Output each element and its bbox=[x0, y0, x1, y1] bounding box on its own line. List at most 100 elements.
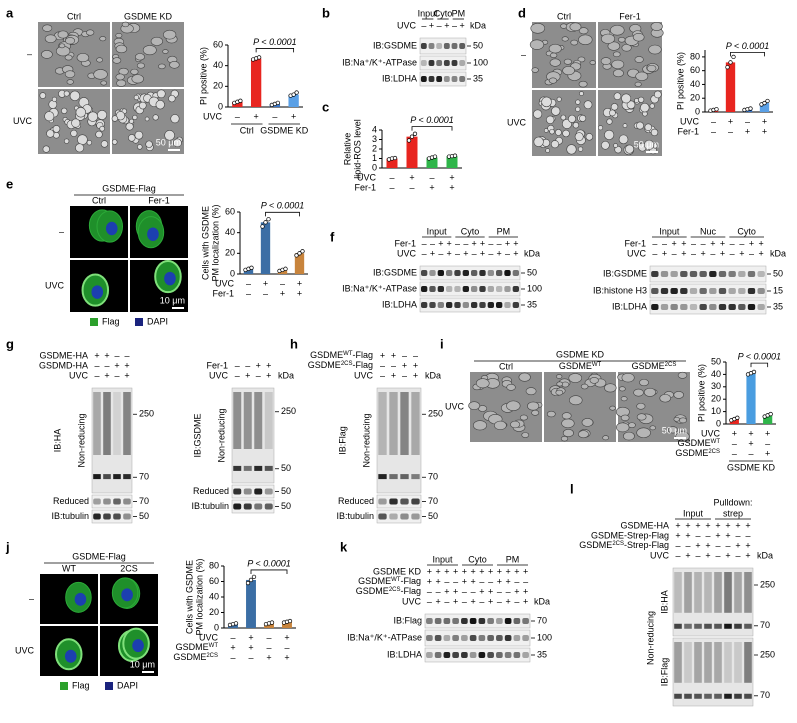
lane-band bbox=[436, 43, 443, 49]
kda-label: 35 bbox=[773, 301, 783, 311]
condition-mark: – bbox=[488, 238, 493, 248]
cell bbox=[130, 68, 139, 75]
condition-mark: + bbox=[513, 238, 518, 248]
condition-mark: – bbox=[672, 248, 677, 258]
kda-unit: kDa bbox=[524, 248, 540, 258]
micrograph bbox=[100, 626, 158, 676]
y-tick-label: 0 bbox=[372, 162, 377, 172]
kda-unit: kDa bbox=[470, 20, 486, 30]
condition-mark: – bbox=[749, 248, 754, 258]
condition-mark: – bbox=[245, 360, 250, 370]
blot-header: Cyto bbox=[468, 554, 487, 564]
blot-header: Input bbox=[427, 226, 448, 236]
panel-letter: k bbox=[340, 539, 348, 554]
group-label: GSDME KD bbox=[260, 125, 309, 135]
condition-mark: – bbox=[514, 596, 519, 606]
condition-mark: + bbox=[732, 428, 737, 438]
cell bbox=[468, 401, 481, 411]
lane-smear bbox=[694, 642, 702, 683]
band-label: IB:histone H3 bbox=[593, 285, 647, 295]
condition-mark: + bbox=[497, 566, 502, 576]
cell bbox=[556, 374, 563, 379]
condition-mark: – bbox=[497, 586, 502, 596]
condition-mark: + bbox=[280, 288, 285, 298]
condition-mark: – bbox=[735, 530, 740, 540]
band-label: IB:tubulin bbox=[191, 501, 229, 511]
condition-mark: + bbox=[462, 576, 467, 586]
lane-smear bbox=[233, 392, 242, 449]
cell bbox=[643, 387, 657, 397]
condition-mark: – bbox=[430, 238, 435, 248]
column-label: Fer-1 bbox=[148, 195, 170, 205]
data-point bbox=[269, 620, 275, 625]
condition-label-after: -Strep-Flag bbox=[624, 540, 669, 550]
condition-mark: + bbox=[672, 238, 677, 248]
lane-band bbox=[699, 304, 707, 310]
condition-mark: – bbox=[235, 360, 240, 370]
column-label: GSDME KD bbox=[124, 11, 173, 21]
cell bbox=[95, 130, 103, 139]
bar bbox=[264, 623, 274, 628]
condition-mark: – bbox=[422, 238, 427, 248]
condition-label: UVC bbox=[357, 172, 377, 182]
legend-swatch bbox=[135, 318, 143, 326]
row-label: – bbox=[59, 226, 64, 236]
cell bbox=[548, 43, 562, 54]
cell bbox=[75, 143, 85, 153]
condition-label-after: -Flag bbox=[400, 586, 421, 596]
lane-band bbox=[680, 304, 688, 310]
y-tick-label: 60 bbox=[213, 39, 223, 49]
column-label: Ctrl bbox=[67, 11, 81, 21]
blot-strip bbox=[231, 484, 275, 499]
data-point bbox=[751, 369, 757, 375]
cell bbox=[96, 57, 104, 63]
lane-band bbox=[684, 693, 692, 699]
condition-mark: – bbox=[715, 550, 720, 560]
lane-band bbox=[522, 618, 529, 624]
cell bbox=[473, 420, 487, 431]
p-value: P < 0.0001 bbox=[726, 41, 769, 51]
condition-mark: + bbox=[725, 530, 730, 540]
cell bbox=[42, 24, 53, 32]
condition-mark: + bbox=[505, 596, 510, 606]
micrograph bbox=[112, 21, 184, 87]
cell bbox=[602, 435, 610, 441]
blot-header: Nuc bbox=[700, 226, 717, 236]
panel-letter: j bbox=[5, 539, 10, 554]
condition-mark: + bbox=[391, 350, 396, 360]
y-tick-label: 20 bbox=[711, 394, 721, 404]
blot-strip bbox=[649, 299, 767, 315]
condition-mark: – bbox=[505, 248, 510, 258]
band-sublabel: Non-reducing bbox=[216, 408, 226, 462]
lane-band bbox=[462, 286, 469, 292]
lane-band bbox=[451, 43, 458, 49]
condition-label-text: GSDME bbox=[308, 360, 341, 370]
cell bbox=[506, 400, 521, 411]
cell bbox=[620, 396, 628, 402]
lane-band bbox=[660, 288, 669, 294]
condition-mark: + bbox=[435, 596, 440, 606]
group-label: GSDME KD bbox=[727, 462, 776, 472]
cell bbox=[673, 416, 680, 422]
condition-mark: + bbox=[402, 360, 407, 370]
scale-label: 50 μm bbox=[662, 425, 687, 435]
cell bbox=[612, 51, 621, 58]
condition-mark: + bbox=[695, 520, 700, 530]
condition-mark: + bbox=[444, 20, 449, 30]
y-tick-label: 80 bbox=[209, 560, 219, 570]
condition-mark: + bbox=[739, 248, 744, 258]
cell bbox=[61, 107, 68, 115]
lane-band bbox=[113, 474, 121, 480]
kda-label: 250 bbox=[760, 649, 775, 659]
lane-band bbox=[660, 304, 669, 310]
cell bbox=[75, 107, 86, 118]
cell bbox=[162, 49, 169, 54]
data-point bbox=[233, 621, 239, 626]
cell bbox=[518, 372, 531, 382]
condition-mark: + bbox=[472, 238, 477, 248]
cell bbox=[615, 422, 630, 433]
cell bbox=[563, 58, 572, 65]
y-tick-label: 3 bbox=[372, 134, 377, 144]
lane-band bbox=[738, 288, 746, 294]
